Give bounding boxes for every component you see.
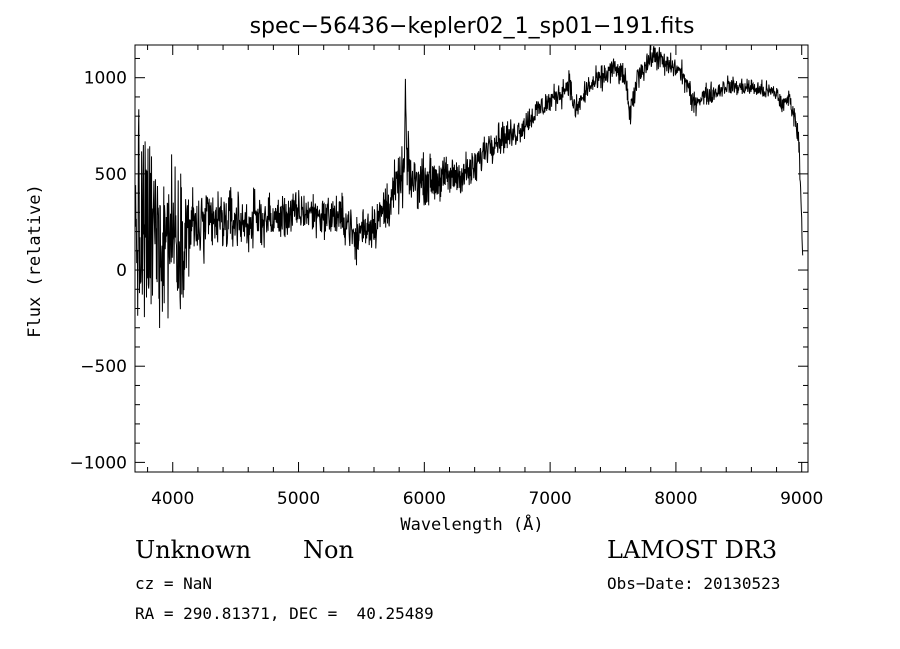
object-subclass: Non [303, 536, 354, 564]
y-tick-label: 1000 [84, 69, 127, 89]
y-tick-label: 0 [116, 261, 127, 281]
x-axis-label: Wavelength (Å) [400, 513, 543, 535]
plot-axes: 4000 5000 6000 7000 8000 9000 −1000 −500 0 500 100… [69, 44, 823, 509]
x-tick-label: 5000 [277, 489, 320, 509]
y-tick-label: −1000 [69, 453, 127, 473]
spectrum-series-line [135, 44, 804, 329]
redshift-readout: cz = NaN [135, 574, 213, 593]
y-axis-label: Flux (relative) [25, 184, 45, 338]
x-tick-label: 8000 [654, 489, 697, 509]
x-tick-label: 9000 [780, 489, 823, 509]
x-tick-label: 4000 [151, 489, 194, 509]
object-class: Unknown [135, 536, 252, 564]
plot-frame [134, 44, 809, 473]
observation-date: Obs−Date: 20130523 [607, 574, 781, 593]
y-tick-label: −500 [80, 357, 127, 377]
coordinates-readout: RA = 290.81371, DEC = 40.25489 [135, 604, 434, 623]
survey-name: LAMOST DR3 [607, 536, 778, 564]
chart-title: spec−56436−kepler02_1_sp01−191.fits [250, 14, 695, 39]
x-tick-label: 6000 [403, 489, 446, 509]
y-tick-label: 500 [95, 165, 127, 185]
x-tick-label: 7000 [528, 489, 571, 509]
